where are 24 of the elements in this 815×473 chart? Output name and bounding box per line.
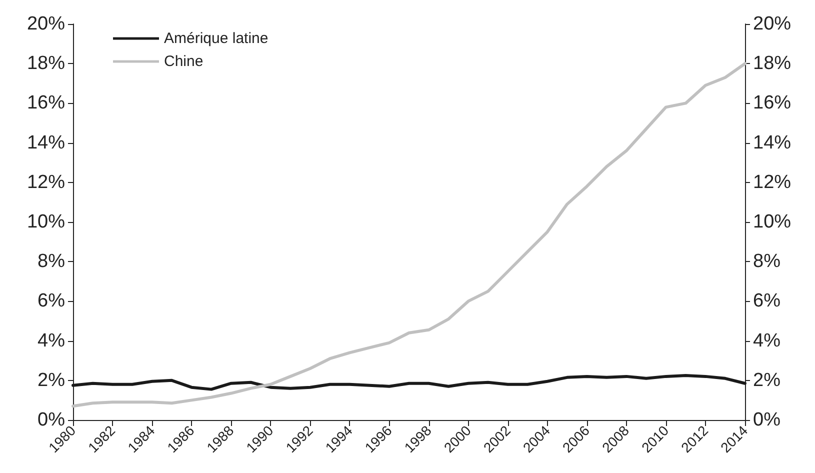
y2-tick-label: 18% — [753, 53, 792, 74]
y2-tick-label: 12% — [753, 172, 792, 193]
y-tick-label: 10% — [26, 212, 66, 232]
y-tick-label: 6% — [38, 290, 66, 312]
y2-tick-label: 16% — [753, 92, 792, 114]
y-tick-label: 8% — [38, 251, 66, 272]
y-tick-label: 12% — [26, 172, 66, 193]
y2-tick-label: 4% — [753, 330, 781, 352]
y2-tick-label: 14% — [753, 132, 792, 154]
y-tick-label: 0% — [38, 410, 66, 430]
y-tick-label: 16% — [26, 92, 66, 114]
legend-label: Amérique latine — [164, 30, 268, 47]
y-tick-label: 20% — [26, 14, 66, 34]
y-tick-label: 18% — [26, 53, 66, 74]
y2-tick-label: 6% — [753, 290, 781, 312]
y2-tick-label: 2% — [753, 370, 781, 391]
y2-tick-label: 20% — [753, 14, 792, 34]
y-tick-label: 4% — [38, 330, 66, 352]
legend-label: Chine — [164, 53, 204, 70]
y2-tick-label: 0% — [753, 410, 781, 430]
y2-tick-label: 10% — [753, 212, 792, 232]
y-tick-label: 2% — [38, 370, 66, 391]
y-tick-label: 14% — [26, 132, 66, 154]
y2-tick-label: 8% — [753, 251, 781, 272]
